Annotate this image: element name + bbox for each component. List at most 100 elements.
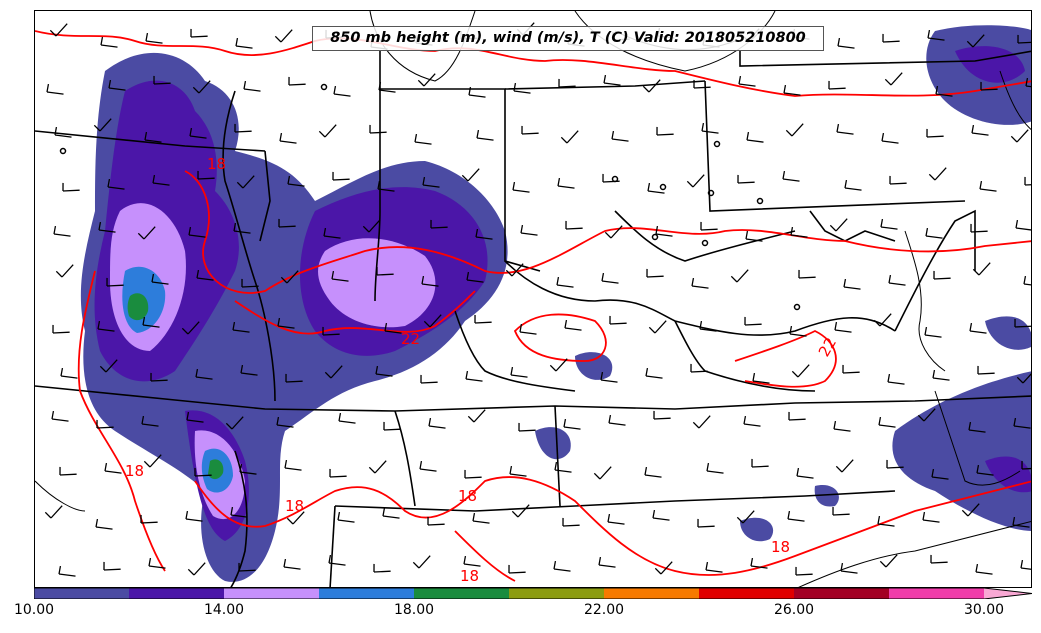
wind-barb	[107, 178, 125, 190]
wind-barb	[601, 272, 619, 284]
wind-barb	[1020, 559, 1031, 571]
wind-barb	[656, 126, 674, 136]
wind-barb	[234, 123, 252, 133]
wind-barb	[421, 275, 439, 287]
wind-barb	[474, 314, 492, 324]
wind-barb	[887, 373, 905, 385]
wind-barb	[417, 73, 436, 87]
wind-barb	[795, 566, 813, 576]
colorbar-tick-label: 18.00	[393, 602, 435, 618]
wind-barb	[151, 273, 169, 285]
wind-barb	[510, 366, 528, 378]
wind-barb	[332, 171, 350, 181]
contour-label: 18	[458, 487, 477, 505]
colorbar-outline	[34, 588, 1032, 599]
wind-barb	[148, 557, 166, 569]
wind-barb	[284, 459, 302, 471]
isotherm-18-south	[194, 476, 1031, 576]
wind-barb	[276, 416, 294, 428]
wind-barb	[693, 79, 711, 89]
shade-level-10	[740, 517, 774, 542]
wind-barb	[384, 322, 402, 334]
wind-barb	[979, 180, 997, 192]
wind-barbs	[44, 22, 1031, 577]
wind-barb	[966, 34, 985, 48]
wind-barb	[554, 461, 572, 473]
wind-barb	[475, 228, 493, 240]
wind-barb	[840, 562, 858, 574]
wind-barb	[465, 370, 483, 382]
wind-barb	[976, 464, 994, 476]
wind-barb	[928, 167, 947, 181]
wind-barb	[382, 507, 400, 519]
wind-barb	[279, 132, 297, 144]
wind-speed-shading-18	[127, 293, 224, 480]
wind-barb	[150, 372, 168, 382]
wind-barb	[190, 28, 208, 38]
wind-barb	[467, 409, 486, 423]
wind-barb	[647, 182, 665, 194]
wind-barb	[280, 270, 299, 284]
wind-barb	[274, 29, 293, 43]
wind-barb	[463, 555, 481, 567]
wind-barb	[428, 417, 446, 429]
wind-barb	[324, 365, 343, 379]
wind-barb	[549, 358, 568, 372]
wind-barb	[225, 416, 244, 430]
isotherm-18-mid	[184, 170, 1031, 294]
wind-barb	[842, 364, 860, 374]
colorbar-segment	[34, 588, 130, 599]
wind-barb	[464, 469, 482, 479]
colorbar-segment	[794, 588, 890, 599]
shade-level-10	[535, 427, 571, 460]
wind-barb	[137, 226, 156, 240]
wind-barb	[59, 466, 77, 476]
wind-barb	[196, 269, 214, 281]
wind-barb	[419, 460, 437, 472]
wind-barb	[194, 467, 212, 477]
state-boundaries	[35, 50, 1031, 587]
wind-barb	[705, 561, 723, 573]
wind-barb	[608, 414, 626, 426]
wind-barb	[181, 321, 200, 335]
wind-barb	[745, 230, 763, 242]
wind-barb	[879, 554, 898, 568]
wind-barb	[93, 118, 112, 132]
wind-barb	[49, 23, 68, 37]
wind-barb	[837, 37, 855, 49]
wind-barb	[644, 466, 662, 478]
wind-barb	[646, 268, 664, 278]
wind-barb	[886, 459, 904, 469]
wind-barb	[690, 363, 708, 373]
colorbar-segment	[889, 588, 985, 599]
wind-barb	[241, 278, 259, 288]
wind-barb	[653, 410, 671, 420]
wind-barb	[930, 554, 948, 564]
wind-barb	[62, 182, 80, 192]
wind-barb	[232, 321, 250, 333]
shade-level-10	[814, 485, 839, 507]
wind-barb	[362, 219, 381, 233]
isotherm-18-west	[77, 270, 166, 572]
wind-barb	[188, 226, 206, 238]
wind-barb	[1015, 219, 1031, 231]
wind-barb	[377, 180, 395, 192]
wind-barb	[185, 510, 203, 522]
wind-barb	[604, 225, 623, 239]
shade-level-10	[575, 352, 613, 380]
wind-barb	[412, 555, 431, 569]
wind-barb	[1017, 34, 1031, 44]
map-title: 850 mb height (m), wind (m/s), T (C) Val…	[312, 26, 824, 51]
wind-barb	[99, 359, 118, 373]
colorbar	[34, 588, 1032, 599]
wind-barb	[701, 122, 719, 134]
wind-barb	[422, 176, 440, 188]
wind-barb	[832, 506, 850, 516]
wind-barb	[737, 174, 755, 184]
colorbar-tick-label: 10.00	[13, 602, 55, 618]
wind-barb	[927, 29, 945, 41]
wind-barb	[278, 218, 296, 228]
wind-barb	[368, 460, 387, 474]
wind-barb	[233, 222, 251, 234]
wind-barb	[152, 174, 170, 186]
